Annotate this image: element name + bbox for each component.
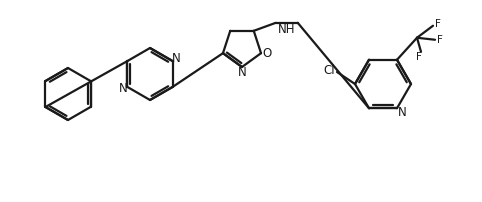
Text: N: N [238, 66, 246, 80]
Text: F: F [416, 52, 422, 62]
Text: N: N [119, 82, 128, 96]
Text: NH: NH [278, 23, 295, 36]
Text: F: F [437, 35, 443, 45]
Text: O: O [262, 47, 272, 60]
Text: Cl: Cl [323, 63, 335, 77]
Text: N: N [172, 53, 181, 65]
Text: N: N [398, 106, 406, 119]
Text: F: F [435, 19, 441, 29]
